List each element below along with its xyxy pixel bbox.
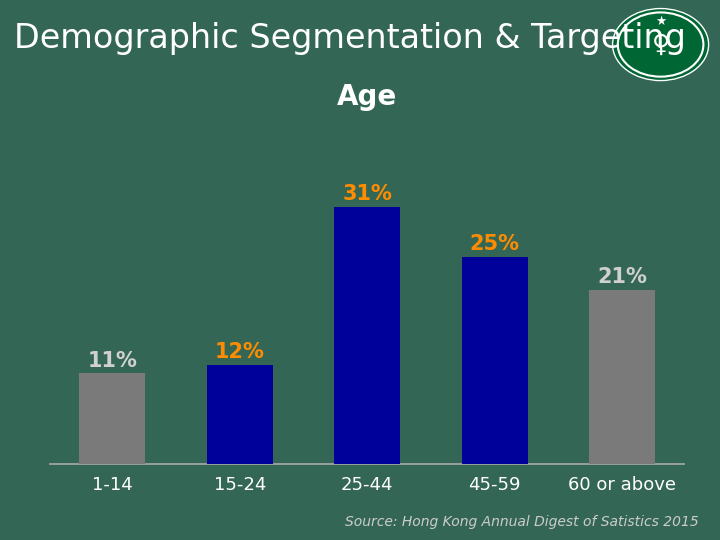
Text: 31%: 31%: [342, 184, 392, 204]
Text: Source: Hong Kong Annual Digest of Satistics 2015: Source: Hong Kong Annual Digest of Satis…: [345, 515, 698, 529]
Bar: [207, 364, 273, 464]
Circle shape: [613, 9, 708, 80]
Text: Demographic Segmentation & Targeting: Demographic Segmentation & Targeting: [14, 22, 686, 55]
Bar: [462, 256, 528, 464]
Text: 25%: 25%: [469, 234, 520, 254]
Bar: [589, 290, 655, 464]
Text: 12%: 12%: [215, 342, 265, 362]
Text: ♀: ♀: [652, 32, 670, 57]
Title: Age: Age: [337, 83, 397, 111]
Text: 11%: 11%: [87, 350, 138, 370]
Text: 21%: 21%: [597, 267, 647, 287]
Circle shape: [621, 15, 701, 75]
Text: ★: ★: [655, 15, 666, 28]
Bar: [334, 207, 400, 464]
Bar: [79, 373, 145, 464]
